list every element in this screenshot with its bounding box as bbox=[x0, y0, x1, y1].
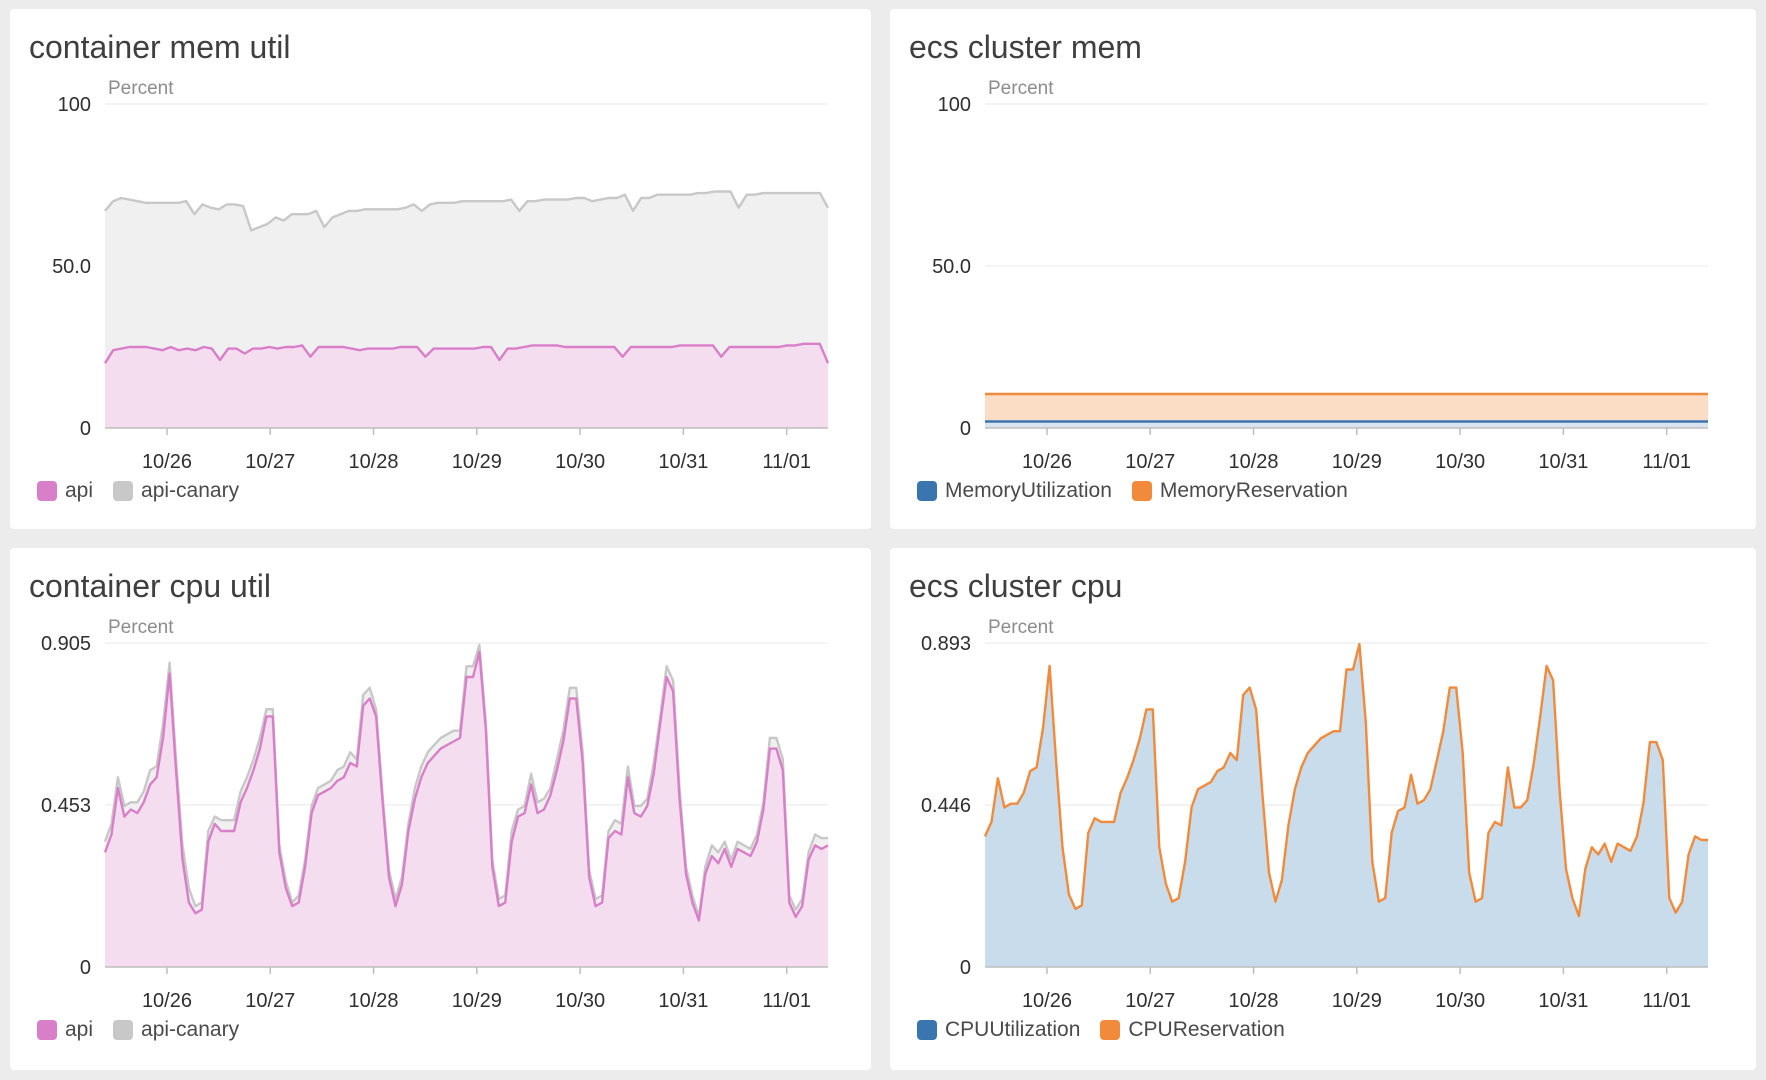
legend-swatch bbox=[37, 1020, 57, 1040]
series-line bbox=[103, 643, 828, 919]
chart-container-cpu-util: 0 0.453 0.905 Percent 10/26 10/27 10/28 10/29 10… bbox=[41, 617, 829, 1012]
x-tick-label: 10/31 bbox=[658, 990, 708, 1012]
y-tick-label: 0.893 bbox=[921, 633, 971, 655]
x-tick-label: 10/28 bbox=[1229, 990, 1279, 1012]
series-area bbox=[985, 394, 1708, 428]
y-tick-label: 0.905 bbox=[41, 633, 91, 655]
chart-panel-ecs-cluster-mem: ecs cluster mem 0 50.0 100 Percent 10/26 10/2… bbox=[890, 9, 1756, 529]
x-tick-label: 10/28 bbox=[349, 451, 399, 473]
x-tick-label: 10/27 bbox=[245, 451, 295, 473]
y-tick-label: 50.0 bbox=[52, 256, 91, 278]
y-axis-label: Percent bbox=[108, 78, 174, 99]
x-tick-label: 10/27 bbox=[1125, 451, 1175, 473]
x-tick-label: 11/01 bbox=[1642, 451, 1691, 473]
legend-item-cpu-utilization[interactable]: CPUUtilization bbox=[917, 1018, 1080, 1042]
x-tick-label: 10/29 bbox=[1332, 990, 1382, 1012]
legend-swatch bbox=[917, 1020, 937, 1040]
y-axis-label: Percent bbox=[988, 617, 1054, 638]
x-tick-label: 10/30 bbox=[1435, 990, 1485, 1012]
legend-item-api-canary[interactable]: api-canary bbox=[113, 1018, 239, 1042]
y-tick-label: 0 bbox=[80, 418, 91, 440]
y-axis-label: Percent bbox=[988, 78, 1054, 99]
y-tick-label: 0 bbox=[960, 957, 971, 979]
y-tick-label: 0 bbox=[960, 418, 971, 440]
y-tick-label: 100 bbox=[938, 94, 971, 116]
y-axis-label: Percent bbox=[108, 617, 174, 638]
legend: CPUUtilization CPUReservation bbox=[917, 1018, 1305, 1042]
panel-title: container cpu util bbox=[29, 568, 271, 604]
legend-label: CPUReservation bbox=[1128, 1018, 1285, 1041]
series-area bbox=[105, 652, 828, 967]
x-tick-label: 10/30 bbox=[555, 990, 605, 1012]
series-line bbox=[983, 642, 1708, 918]
y-tick-label: 50.0 bbox=[932, 256, 971, 278]
legend-swatch bbox=[1131, 481, 1152, 501]
legend: api api-canary bbox=[37, 479, 259, 503]
x-tick-label: 10/28 bbox=[1229, 451, 1279, 473]
y-tick-label: 100 bbox=[58, 94, 91, 116]
x-tick-label: 11/01 bbox=[762, 451, 811, 473]
legend-swatch bbox=[1100, 1020, 1121, 1040]
chart-ecs-cluster-cpu: 0 0.446 0.893 Percent 10/26 10/27 10/28 10/29 10… bbox=[921, 617, 1708, 1012]
legend-item-memory-reservation[interactable]: MemoryReservation bbox=[1131, 479, 1348, 503]
legend-item-api[interactable]: api bbox=[37, 1018, 93, 1042]
x-tick-label: 10/26 bbox=[1022, 990, 1072, 1012]
y-tick-label: 0 bbox=[80, 957, 91, 979]
series-line bbox=[103, 342, 830, 364]
chart-container-mem-util: 0 50.0 100 Percent 10/26 10/27 10/28 10/29 10/30… bbox=[52, 78, 830, 473]
legend-swatch bbox=[113, 481, 134, 501]
panel-title: container mem util bbox=[29, 29, 291, 65]
chart-ecs-cluster-mem: 0 50.0 100 Percent 10/26 10/27 10/28 10/29 10/30… bbox=[932, 78, 1708, 473]
x-tick-label: 10/28 bbox=[349, 990, 399, 1012]
x-tick-label: 10/26 bbox=[142, 990, 192, 1012]
legend-label: api bbox=[65, 1018, 94, 1041]
y-tick-label: 0.453 bbox=[41, 795, 91, 817]
x-tick-label: 10/29 bbox=[452, 990, 502, 1012]
legend-item-cpu-reservation[interactable]: CPUReservation bbox=[1100, 1018, 1285, 1042]
legend-label: CPUUtilization bbox=[945, 1018, 1081, 1041]
series-area bbox=[985, 421, 1708, 428]
y-tick-label: 0.446 bbox=[921, 795, 971, 817]
x-tick-label: 10/30 bbox=[555, 451, 605, 473]
legend-item-memory-utilization[interactable]: MemoryUtilization bbox=[917, 479, 1112, 503]
x-tick-label: 10/26 bbox=[142, 451, 192, 473]
panel-title: ecs cluster mem bbox=[909, 29, 1142, 65]
x-tick-label: 11/01 bbox=[762, 990, 811, 1012]
legend-item-api-canary[interactable]: api-canary bbox=[113, 479, 239, 503]
legend: api api-canary bbox=[37, 1018, 259, 1042]
legend-label: MemoryReservation bbox=[1159, 479, 1348, 502]
chart-panel-container-cpu-util: container cpu util 0 0.453 0.905 Percent 10/… bbox=[10, 548, 871, 1070]
series-area bbox=[105, 343, 828, 428]
legend-label: api bbox=[65, 479, 94, 502]
legend-label: api-canary bbox=[141, 479, 240, 502]
x-tick-label: 10/31 bbox=[1538, 990, 1588, 1012]
x-tick-label: 10/29 bbox=[452, 451, 502, 473]
x-tick-label: 10/27 bbox=[245, 990, 295, 1012]
x-tick-label: 11/01 bbox=[1642, 990, 1691, 1012]
x-tick-label: 10/26 bbox=[1022, 451, 1072, 473]
x-tick-label: 10/27 bbox=[1125, 990, 1175, 1012]
legend-label: MemoryUtilization bbox=[945, 479, 1112, 502]
legend-swatch bbox=[113, 1020, 134, 1040]
legend-swatch bbox=[37, 481, 57, 501]
x-tick-label: 10/30 bbox=[1435, 451, 1485, 473]
legend-label: api-canary bbox=[141, 1018, 240, 1041]
legend-swatch bbox=[917, 481, 937, 501]
legend: MemoryUtilization MemoryReservation bbox=[917, 479, 1368, 503]
x-tick-label: 10/31 bbox=[658, 451, 708, 473]
series-line bbox=[103, 650, 829, 922]
panel-title: ecs cluster cpu bbox=[909, 568, 1123, 604]
chart-panel-container-mem-util: container mem util 0 50.0 100 Percent 10/26 1… bbox=[10, 9, 871, 529]
x-tick-label: 10/31 bbox=[1538, 451, 1588, 473]
chart-panel-ecs-cluster-cpu: ecs cluster cpu 0 0.446 0.893 Percent 10/26 1… bbox=[890, 548, 1756, 1070]
legend-item-api[interactable]: api bbox=[37, 479, 93, 503]
x-tick-label: 10/29 bbox=[1332, 451, 1382, 473]
series-line bbox=[104, 190, 830, 232]
